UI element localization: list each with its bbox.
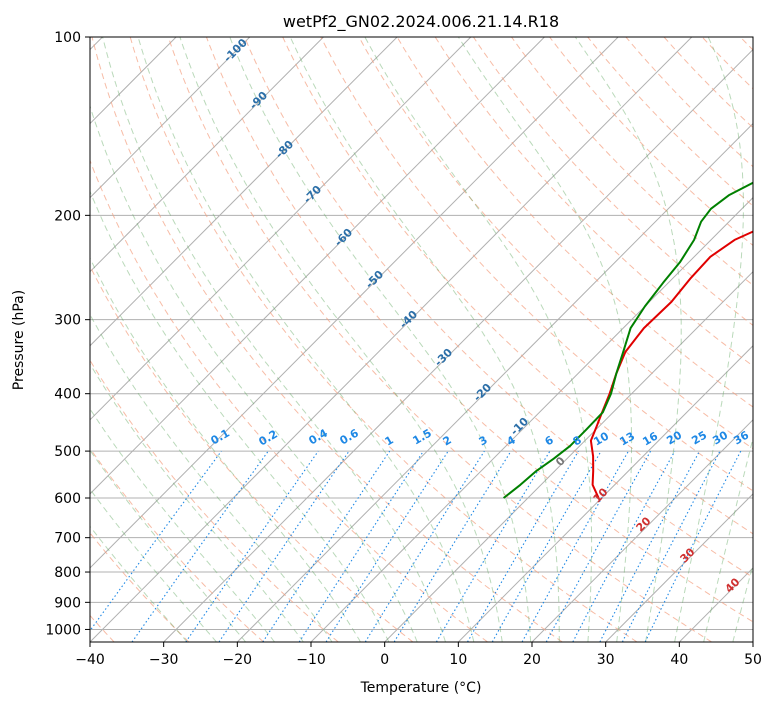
moist-adiabat xyxy=(90,104,418,642)
mixing-ratio-line xyxy=(218,450,350,642)
isotherm xyxy=(90,37,472,421)
chart-title: wetPf2_GN02.2024.006.21.14.R18 xyxy=(283,12,559,32)
profile-curves xyxy=(502,181,753,499)
plot-area xyxy=(90,37,753,642)
dry-adiabat xyxy=(472,37,753,327)
moist-adiabat xyxy=(90,525,188,642)
moist-adiabat xyxy=(703,436,753,642)
plot-frame xyxy=(89,36,754,643)
dry-adiabat xyxy=(167,37,712,642)
dry-adiabat xyxy=(91,37,563,642)
x-axis: −40 −30 −20 −10 0 10 20 30 40 50 xyxy=(75,642,762,668)
x-tick-label: −40 xyxy=(75,652,105,668)
y-axis: 100 200 300 400 500 600 700 800 900 1000 xyxy=(45,30,90,638)
mixing-ratio-line xyxy=(621,450,721,642)
x-tick-label: 40 xyxy=(670,652,688,668)
dry-adiabat xyxy=(90,447,264,642)
x-tick-label: 50 xyxy=(744,652,762,668)
dry-adiabats xyxy=(90,37,753,642)
moist-adiabat xyxy=(90,488,217,642)
pressure-grid xyxy=(90,37,753,630)
dry-adiabat xyxy=(129,37,638,642)
y-tick-label: 900 xyxy=(54,595,81,611)
x-tick-label: 10 xyxy=(449,652,467,668)
y-tick-label: 1000 xyxy=(45,622,81,638)
y-axis-title: Pressure (hPa) xyxy=(11,290,27,390)
dry-adiabat xyxy=(434,37,753,367)
isotherm xyxy=(384,270,753,642)
moist-adiabat xyxy=(90,407,275,642)
isotherm xyxy=(90,37,398,347)
dry-adiabat xyxy=(244,37,753,579)
mixing-ratio-line xyxy=(262,450,391,642)
moist-adiabat xyxy=(90,190,390,642)
x-axis-title: Temperature (°C) xyxy=(360,680,482,696)
mixing-ratio-line xyxy=(90,450,222,632)
y-tick-label: 100 xyxy=(54,30,81,46)
y-tick-label: 300 xyxy=(54,313,81,329)
dry-adiabat xyxy=(90,359,339,642)
isotherm xyxy=(90,37,545,495)
mixing-ratio-line xyxy=(545,450,652,642)
isotherm xyxy=(90,37,324,273)
dry-adiabat xyxy=(511,37,753,286)
skewed-isotherms xyxy=(90,37,753,642)
mixing-ratio-lines xyxy=(90,450,742,642)
y-tick-label: 200 xyxy=(54,208,81,224)
y-tick-label: 800 xyxy=(54,565,81,581)
mixing-ratio-line xyxy=(644,450,742,642)
x-tick-label: −20 xyxy=(223,652,253,668)
profile-line xyxy=(502,181,753,499)
isotherm xyxy=(457,345,753,642)
dry-adiabat xyxy=(320,37,753,492)
x-tick-label: −10 xyxy=(296,652,326,668)
moist-adiabat xyxy=(457,37,633,642)
mixing-ratio-line xyxy=(521,450,629,642)
isotherm xyxy=(90,37,251,199)
moist-adiabat xyxy=(674,37,744,642)
profile-line xyxy=(589,230,753,499)
mixing-ratio-line xyxy=(298,450,424,642)
moist-adiabat xyxy=(137,37,475,642)
dry-adiabat xyxy=(90,265,414,642)
moist-adiabat xyxy=(574,37,682,642)
dry-adiabat xyxy=(282,37,753,535)
y-tick-label: 400 xyxy=(54,387,81,403)
y-tick-label: 700 xyxy=(54,531,81,547)
isotherm xyxy=(90,37,619,569)
isotherm xyxy=(236,122,753,642)
isotherm xyxy=(605,493,753,642)
moist-adiabat xyxy=(90,363,304,642)
moist-adiabat xyxy=(90,449,246,642)
isotherm xyxy=(90,37,693,642)
y-tick-label: 600 xyxy=(54,491,81,507)
moist-adiabat xyxy=(732,563,753,642)
moist-adiabat xyxy=(364,37,593,642)
moist-adiabats xyxy=(90,37,753,642)
isotherm xyxy=(531,419,753,642)
mixing-ratio-line xyxy=(325,450,449,642)
x-tick-label: 0 xyxy=(380,652,389,668)
moist-adiabat xyxy=(90,313,333,642)
mixing-ratio-line xyxy=(572,450,676,642)
moist-adiabat xyxy=(102,37,446,642)
moist-adiabat xyxy=(179,37,503,642)
dry-adiabat xyxy=(205,37,753,623)
moist-adiabat xyxy=(289,37,560,642)
y-tick-label: 500 xyxy=(54,444,81,460)
moist-adiabat xyxy=(229,37,532,642)
mixing-ratio-line xyxy=(393,450,512,642)
x-tick-label: −30 xyxy=(149,652,179,668)
x-tick-label: 20 xyxy=(523,652,541,668)
x-tick-label: 30 xyxy=(597,652,615,668)
dry-adiabat xyxy=(396,37,753,408)
mixing-ratio-line xyxy=(185,450,319,642)
isotherm xyxy=(163,48,753,642)
mixing-ratio-line xyxy=(131,450,269,642)
moist-adiabat xyxy=(90,257,361,642)
